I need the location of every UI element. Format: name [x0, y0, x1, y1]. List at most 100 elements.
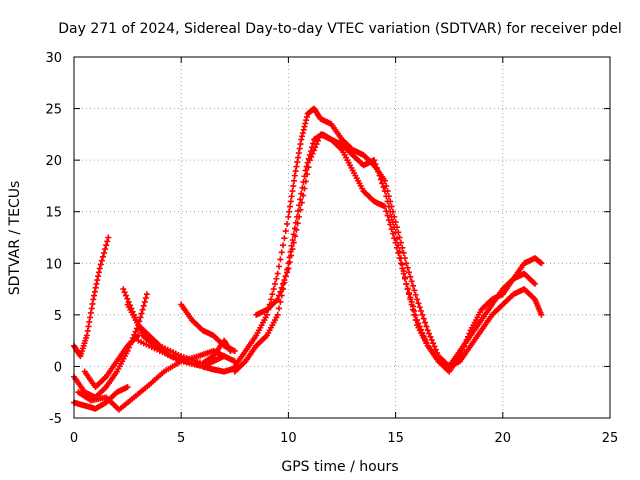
data-point: [407, 296, 414, 303]
data-point: [92, 284, 99, 291]
data-point: [273, 275, 280, 282]
data-point: [431, 343, 438, 350]
data-point: [288, 252, 295, 259]
data-point: [387, 221, 394, 228]
chart-title: Day 271 of 2024, Sidereal Day-to-day VTE…: [58, 21, 622, 37]
data-point: [124, 295, 131, 302]
data-point: [306, 157, 313, 164]
data-point: [538, 260, 545, 267]
data-point: [403, 260, 410, 267]
data-point: [103, 242, 110, 249]
data-point: [282, 228, 289, 235]
data-point: [302, 120, 309, 127]
data-point: [288, 242, 295, 249]
data-point: [292, 233, 299, 240]
data-point: [412, 317, 419, 324]
data-point: [384, 198, 391, 205]
data-point: [280, 280, 287, 287]
data-point: [397, 260, 404, 267]
data-point: [276, 305, 283, 312]
data-point: [221, 353, 228, 360]
data-point: [231, 347, 238, 354]
data-point: [303, 113, 310, 120]
data-point: [272, 280, 278, 287]
y-tick-label: -5: [49, 412, 62, 427]
data-point: [285, 265, 292, 272]
data-point: [270, 286, 277, 293]
data-point: [93, 280, 100, 287]
data-point: [418, 307, 425, 314]
data-point: [422, 319, 429, 326]
plot-border: [73, 56, 611, 419]
data-point: [420, 315, 427, 322]
data-point: [371, 157, 378, 164]
data-point: [411, 311, 418, 318]
series-arc-l: [253, 131, 538, 370]
data-point: [310, 147, 317, 154]
data-point: [406, 269, 412, 276]
data-point: [281, 277, 288, 284]
data-point: [140, 302, 147, 309]
data-point: [381, 188, 388, 195]
data-point: [289, 246, 296, 253]
x-tick-label: 25: [602, 431, 619, 446]
data-point: [427, 333, 434, 340]
data-point: [276, 292, 283, 299]
data-point: [291, 177, 298, 184]
data-point: [87, 309, 94, 316]
data-point: [122, 292, 129, 299]
data-point: [293, 163, 300, 170]
data-point: [373, 164, 380, 171]
data-point: [372, 161, 379, 168]
data-point: [300, 126, 307, 133]
data-point: [308, 153, 315, 160]
data-point: [396, 255, 403, 262]
y-tick-label: 15: [45, 206, 62, 221]
data-point: [375, 168, 382, 175]
data-point: [377, 176, 384, 183]
data-point: [538, 311, 545, 318]
data-point: [290, 182, 297, 189]
data-point: [411, 287, 418, 294]
data-point: [99, 253, 106, 260]
data-point: [406, 291, 412, 298]
data-point: [97, 261, 104, 268]
data-point: [286, 258, 293, 265]
series-arc-j: [231, 105, 545, 370]
y-tick-label: 25: [45, 103, 62, 118]
data-point: [408, 278, 415, 285]
data-point: [400, 270, 407, 277]
data-point: [302, 178, 309, 185]
data-point: [274, 270, 281, 277]
data-point: [104, 238, 111, 245]
data-point: [385, 217, 392, 224]
data-point: [282, 273, 289, 280]
axis-ticks: 0 5 10 15 20 25 -5 0 5 10 15 20 25 30: [45, 51, 618, 446]
data-point: [138, 310, 145, 317]
data-point: [120, 286, 127, 293]
data-point: [124, 384, 131, 391]
data-point: [269, 291, 276, 298]
data-points: [71, 105, 545, 413]
data-point: [276, 263, 283, 270]
data-point: [101, 249, 108, 256]
data-point: [95, 273, 102, 280]
data-point: [286, 208, 293, 215]
data-point: [428, 336, 435, 343]
data-point: [88, 305, 95, 312]
data-point: [408, 301, 415, 308]
data-point: [263, 311, 270, 318]
data-point: [142, 295, 149, 302]
data-point: [87, 314, 94, 321]
data-point: [531, 280, 538, 287]
data-point: [295, 154, 302, 161]
data-point: [392, 239, 399, 246]
data-point: [376, 172, 383, 179]
data-point: [400, 249, 407, 256]
data-point: [293, 226, 300, 233]
data-point: [301, 123, 308, 130]
data-point: [292, 168, 299, 175]
data-point: [296, 145, 303, 152]
data-point: [86, 318, 93, 325]
data-point: [297, 196, 304, 203]
